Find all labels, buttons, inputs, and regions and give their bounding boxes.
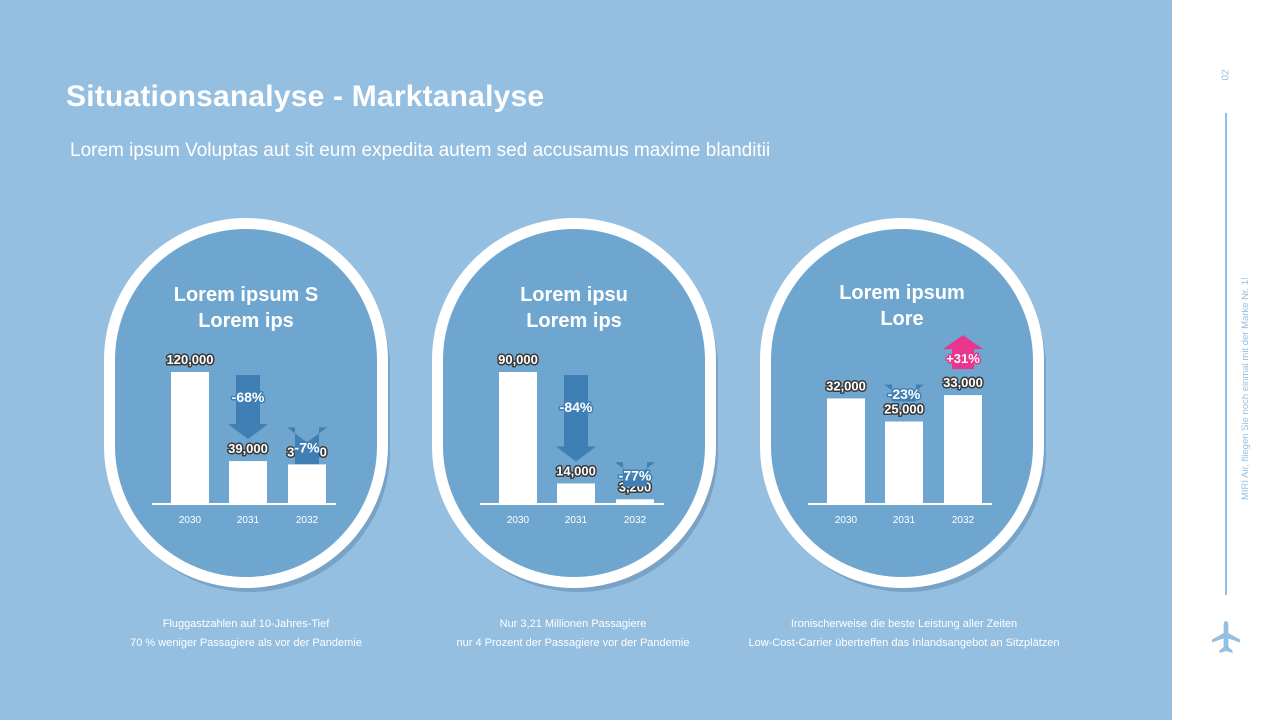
chart-1-change-label-2031: -68%: [232, 389, 265, 405]
chart-2-value-label-2030: 90,000: [498, 352, 538, 367]
chart-1-tick-label-2031: 2031: [237, 515, 260, 526]
chart-1-title: Lorem ipsum S Lorem ips: [104, 282, 388, 334]
chart-1-value-label-2030: 120,000: [167, 352, 214, 367]
chart-2-title: Lorem ipsu Lorem ips: [432, 282, 716, 334]
page-title: Situationsanalyse - Marktanalyse: [66, 80, 545, 113]
slide-background: Situationsanalyse - Marktanalyse Lorem i…: [0, 0, 1172, 720]
chart-2-title-line-2: Lorem ips: [526, 310, 622, 332]
chart-2-title-line-1: Lorem ipsu: [520, 284, 628, 306]
chart-2-tick-label-2030: 2030: [507, 515, 530, 526]
chart-3-change-arrow-2032: [943, 335, 983, 370]
chart-3-caption: Ironischerweise die beste Leistung aller…: [704, 615, 1104, 653]
chart-1-bar-2030: [171, 372, 209, 504]
chart-1-title-line-2: Lorem ips: [198, 310, 294, 332]
chart-3-tick-label-2031: 2031: [893, 515, 916, 526]
chart-panel-2: 90,000 2030 14,000 2031 3,200 2032 -84% -77% Lo…: [432, 218, 718, 592]
chart-1-caption-line-1: Fluggastzahlen auf 10-Jahres-Tief: [162, 618, 330, 630]
chart-1-caption: Fluggastzahlen auf 10-Jahres-Tief 70 % w…: [46, 615, 446, 653]
chart-1-value-label-2031: 39,000: [228, 441, 268, 456]
airplane-icon: [1212, 621, 1240, 653]
chart-3-title-line-2: Lore: [880, 308, 924, 330]
chart-1-tick-label-2030: 2030: [179, 515, 202, 526]
chart-1-change-label-2032: -7%: [295, 440, 320, 456]
chart-1-bar-2031: [229, 461, 267, 504]
brand-slogan: MIRI Air, fliegen Sie noch einmal mit de…: [1240, 277, 1251, 500]
chart-1-title-line-1: Lorem ipsum S: [173, 284, 319, 306]
chart-2-change-label-2032: -77%: [619, 468, 652, 484]
chart-3-change-label-2031: -23%: [888, 386, 921, 402]
chart-2-change-arrow-2031: [556, 375, 596, 462]
chart-1-bar-2032: [288, 464, 326, 504]
chart-2-caption: Nur 3,21 Millionen Passagiere nur 4 Proz…: [373, 615, 773, 653]
chart-2-tick-label-2032: 2032: [624, 515, 647, 526]
chart-2-change-arrow-2032: [615, 462, 655, 487]
page-subtitle: Lorem ipsum Voluptas aut sit eum expedit…: [70, 140, 771, 161]
chart-panel-3: 32,000 2030 25,000 2031 33,000 2032 -23% +31% L…: [760, 218, 1046, 592]
chart-2-value-label-2031: 14,000: [556, 463, 596, 478]
chart-3-bar-2032: [944, 395, 982, 504]
chart-1-tick-label-2032: 2032: [296, 515, 319, 526]
chart-3-value-label-2032: 33,000: [943, 375, 983, 390]
chart-3-bar-2030: [827, 398, 865, 504]
chart-3-change-label-2032: +31%: [946, 351, 980, 366]
chart-3-tick-label-2032: 2032: [952, 515, 975, 526]
chart-2-caption-line-1: Nur 3,21 Millionen Passagiere: [499, 618, 647, 630]
chart-3-value-label-2031: 25,000: [884, 402, 924, 417]
page-number: 02: [1219, 68, 1233, 82]
chart-1-caption-line-2: 70 % weniger Passagiere als vor der Pand…: [130, 637, 362, 649]
chart-2-change-label-2031: -84%: [560, 399, 593, 415]
chart-3-bar-2031: [885, 421, 923, 504]
chart-1-change-arrow-2032: [287, 427, 327, 465]
chart-3-title-line-1: Lorem ipsum: [839, 282, 965, 304]
chart-2-tick-label-2031: 2031: [565, 515, 588, 526]
page-number-text: 02: [1220, 69, 1232, 81]
chart-3-caption-line-1: Ironischerweise die beste Leistung aller…: [790, 618, 1018, 630]
chart-3-title: Lorem ipsum Lore: [760, 280, 1044, 332]
chart-3-value-label-2030: 32,000: [826, 378, 866, 393]
chart-3-change-arrow-2031: [884, 384, 924, 402]
chart-3-svg: 32,000 2030 25,000 2031 33,000 2032 -23% +31%: [760, 218, 1046, 592]
chart-2-bar-2031: [557, 483, 595, 504]
chart-3-caption-line-2: Low-Cost-Carrier übertreffen das Inlands…: [748, 637, 1060, 649]
chart-1-change-arrow-2031: [228, 375, 268, 440]
chart-2-bar-2030: [499, 372, 537, 504]
chart-2-caption-line-2: nur 4 Prozent der Passagiere vor der Pan…: [456, 637, 690, 649]
chart-3-tick-label-2030: 2030: [835, 515, 858, 526]
sidebar-divider-line: [1225, 113, 1227, 595]
chart-2-bar-2032: [616, 499, 654, 504]
